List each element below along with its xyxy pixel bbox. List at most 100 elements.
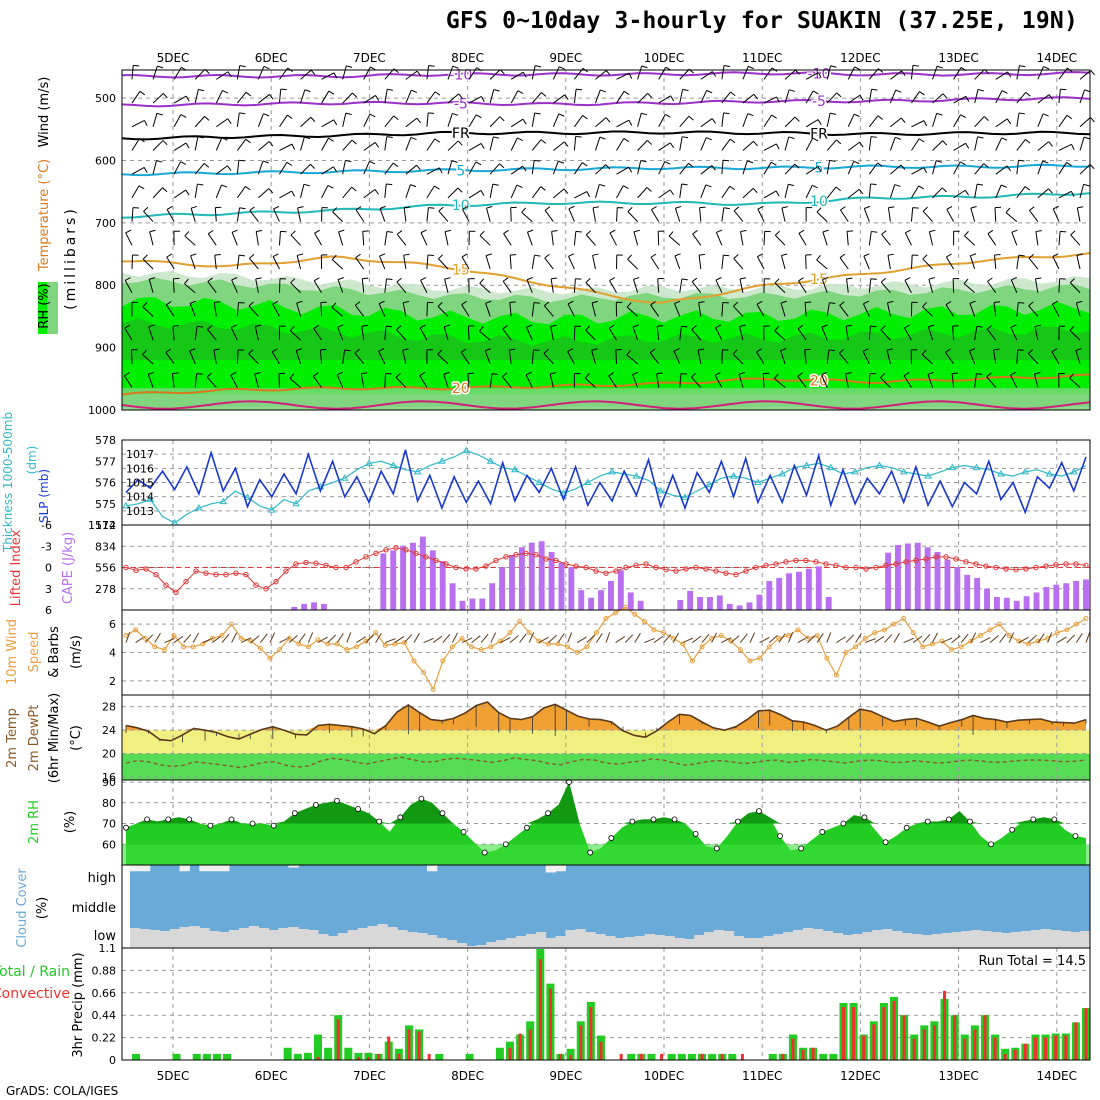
wind-barb-flag <box>493 89 500 92</box>
wind-barb <box>887 255 891 270</box>
wind-barb-flag <box>533 302 540 304</box>
rh2m-point <box>988 841 994 848</box>
thickness-point <box>802 461 811 468</box>
wind-barb <box>1070 234 1081 246</box>
wind-barb <box>1079 184 1085 199</box>
wind-barb <box>1075 302 1081 317</box>
cape-bar <box>459 600 466 610</box>
wind-barb <box>847 66 856 80</box>
wind-barb <box>756 256 765 270</box>
wind-barb-10m <box>807 634 816 643</box>
wind-barb <box>1009 374 1018 388</box>
precip-total-bar <box>495 1047 504 1060</box>
wind-barb-flag <box>657 325 664 327</box>
wind-barb-flag <box>289 373 295 379</box>
cape-bar <box>598 590 604 610</box>
wind-barb-flag <box>125 229 132 234</box>
wind-speed-point <box>152 644 158 650</box>
wind-barb-flag <box>664 161 671 165</box>
cape-bar <box>1083 579 1089 610</box>
isotherm-label: 10 <box>452 198 470 214</box>
wind-barb-flag <box>207 229 214 235</box>
precip-convective-bar <box>882 1007 886 1060</box>
wind-barb-flag <box>692 230 698 235</box>
wind-barb <box>700 118 713 128</box>
wind-speed-point <box>603 616 609 621</box>
wind-barb <box>148 326 154 341</box>
axis-label-10m-wind: 10m Wind <box>5 619 20 685</box>
wind-barb-10m <box>1037 633 1045 643</box>
wind-barb-flag <box>541 92 547 97</box>
wind-barb <box>257 113 264 127</box>
wind-barb-flag <box>1052 300 1058 305</box>
wind-barb <box>142 306 154 317</box>
wind-barb <box>361 278 365 293</box>
wind-barb <box>152 187 163 199</box>
wind-barb <box>236 91 247 104</box>
li-point <box>843 564 849 571</box>
wind-barb <box>1011 232 1018 246</box>
wind-barb-flag <box>190 300 196 304</box>
wind-barb <box>637 140 648 151</box>
wind-barb-flag <box>222 90 229 94</box>
wind-barb-flag <box>1071 144 1075 150</box>
wind-speed-point <box>910 630 916 636</box>
wind-barb-flag <box>1076 300 1083 304</box>
wind-barb-flag <box>1089 164 1095 170</box>
wind-barb <box>1075 350 1081 364</box>
wind-barb-flag <box>1034 324 1041 327</box>
wind-barb <box>296 255 302 270</box>
wind-barb <box>502 328 512 341</box>
wind-barb <box>279 190 292 199</box>
wind-barb <box>550 326 554 341</box>
thickness-point <box>438 457 446 464</box>
wind-barb-flag <box>739 277 746 280</box>
wind-speed-point <box>901 616 907 621</box>
wind-barb <box>922 210 933 222</box>
wind-barb <box>1037 188 1049 199</box>
wind-barb <box>637 113 642 127</box>
wind-barb <box>468 96 482 104</box>
wind-barb-flag <box>479 230 485 236</box>
wind-barb <box>172 278 175 293</box>
wind-barb-flag <box>605 70 611 76</box>
wind-barb-flag <box>263 66 270 70</box>
wind-barb <box>131 207 134 222</box>
cloud-low-bar <box>971 930 982 948</box>
wind-barb <box>213 349 217 364</box>
wind-barb <box>402 302 407 317</box>
wind-barb-10m <box>1047 632 1053 643</box>
wind-barb <box>780 350 786 364</box>
wind-speed-point <box>459 635 465 641</box>
wind-barb-flag <box>239 112 246 115</box>
wind-barb <box>700 71 713 80</box>
cloud-low-bar <box>931 934 943 948</box>
wind-barb-flag <box>942 140 948 146</box>
li-point <box>483 563 489 569</box>
wind-barb-flag <box>149 277 156 280</box>
wind-barb <box>189 350 196 365</box>
wind-barb <box>332 211 344 222</box>
wind-barb-flag <box>682 136 689 139</box>
wind-barb-flag <box>197 183 204 186</box>
wind-barb <box>798 233 807 246</box>
li-point <box>233 570 239 576</box>
wind-barb-flag <box>739 324 746 328</box>
precip-convective-bar <box>569 1054 573 1060</box>
wind-barb-10m <box>692 635 702 643</box>
cloud-low-bar <box>842 935 853 948</box>
date-label-top: 10DEC <box>644 51 684 65</box>
li-point <box>223 571 229 578</box>
li-point <box>313 560 319 566</box>
thickness-point <box>972 463 981 471</box>
cape-bar <box>736 605 743 610</box>
wind-barb <box>847 141 860 151</box>
wind-barb-10m <box>250 635 260 643</box>
precip-total-bar <box>202 1053 211 1060</box>
cloud-low-bar <box>585 932 596 948</box>
wind-barb <box>543 353 554 365</box>
wind-barb-flag <box>945 348 951 353</box>
wind-barb-flag <box>923 120 928 127</box>
wind-barb-flag <box>272 253 279 257</box>
wind-barb <box>236 160 240 175</box>
